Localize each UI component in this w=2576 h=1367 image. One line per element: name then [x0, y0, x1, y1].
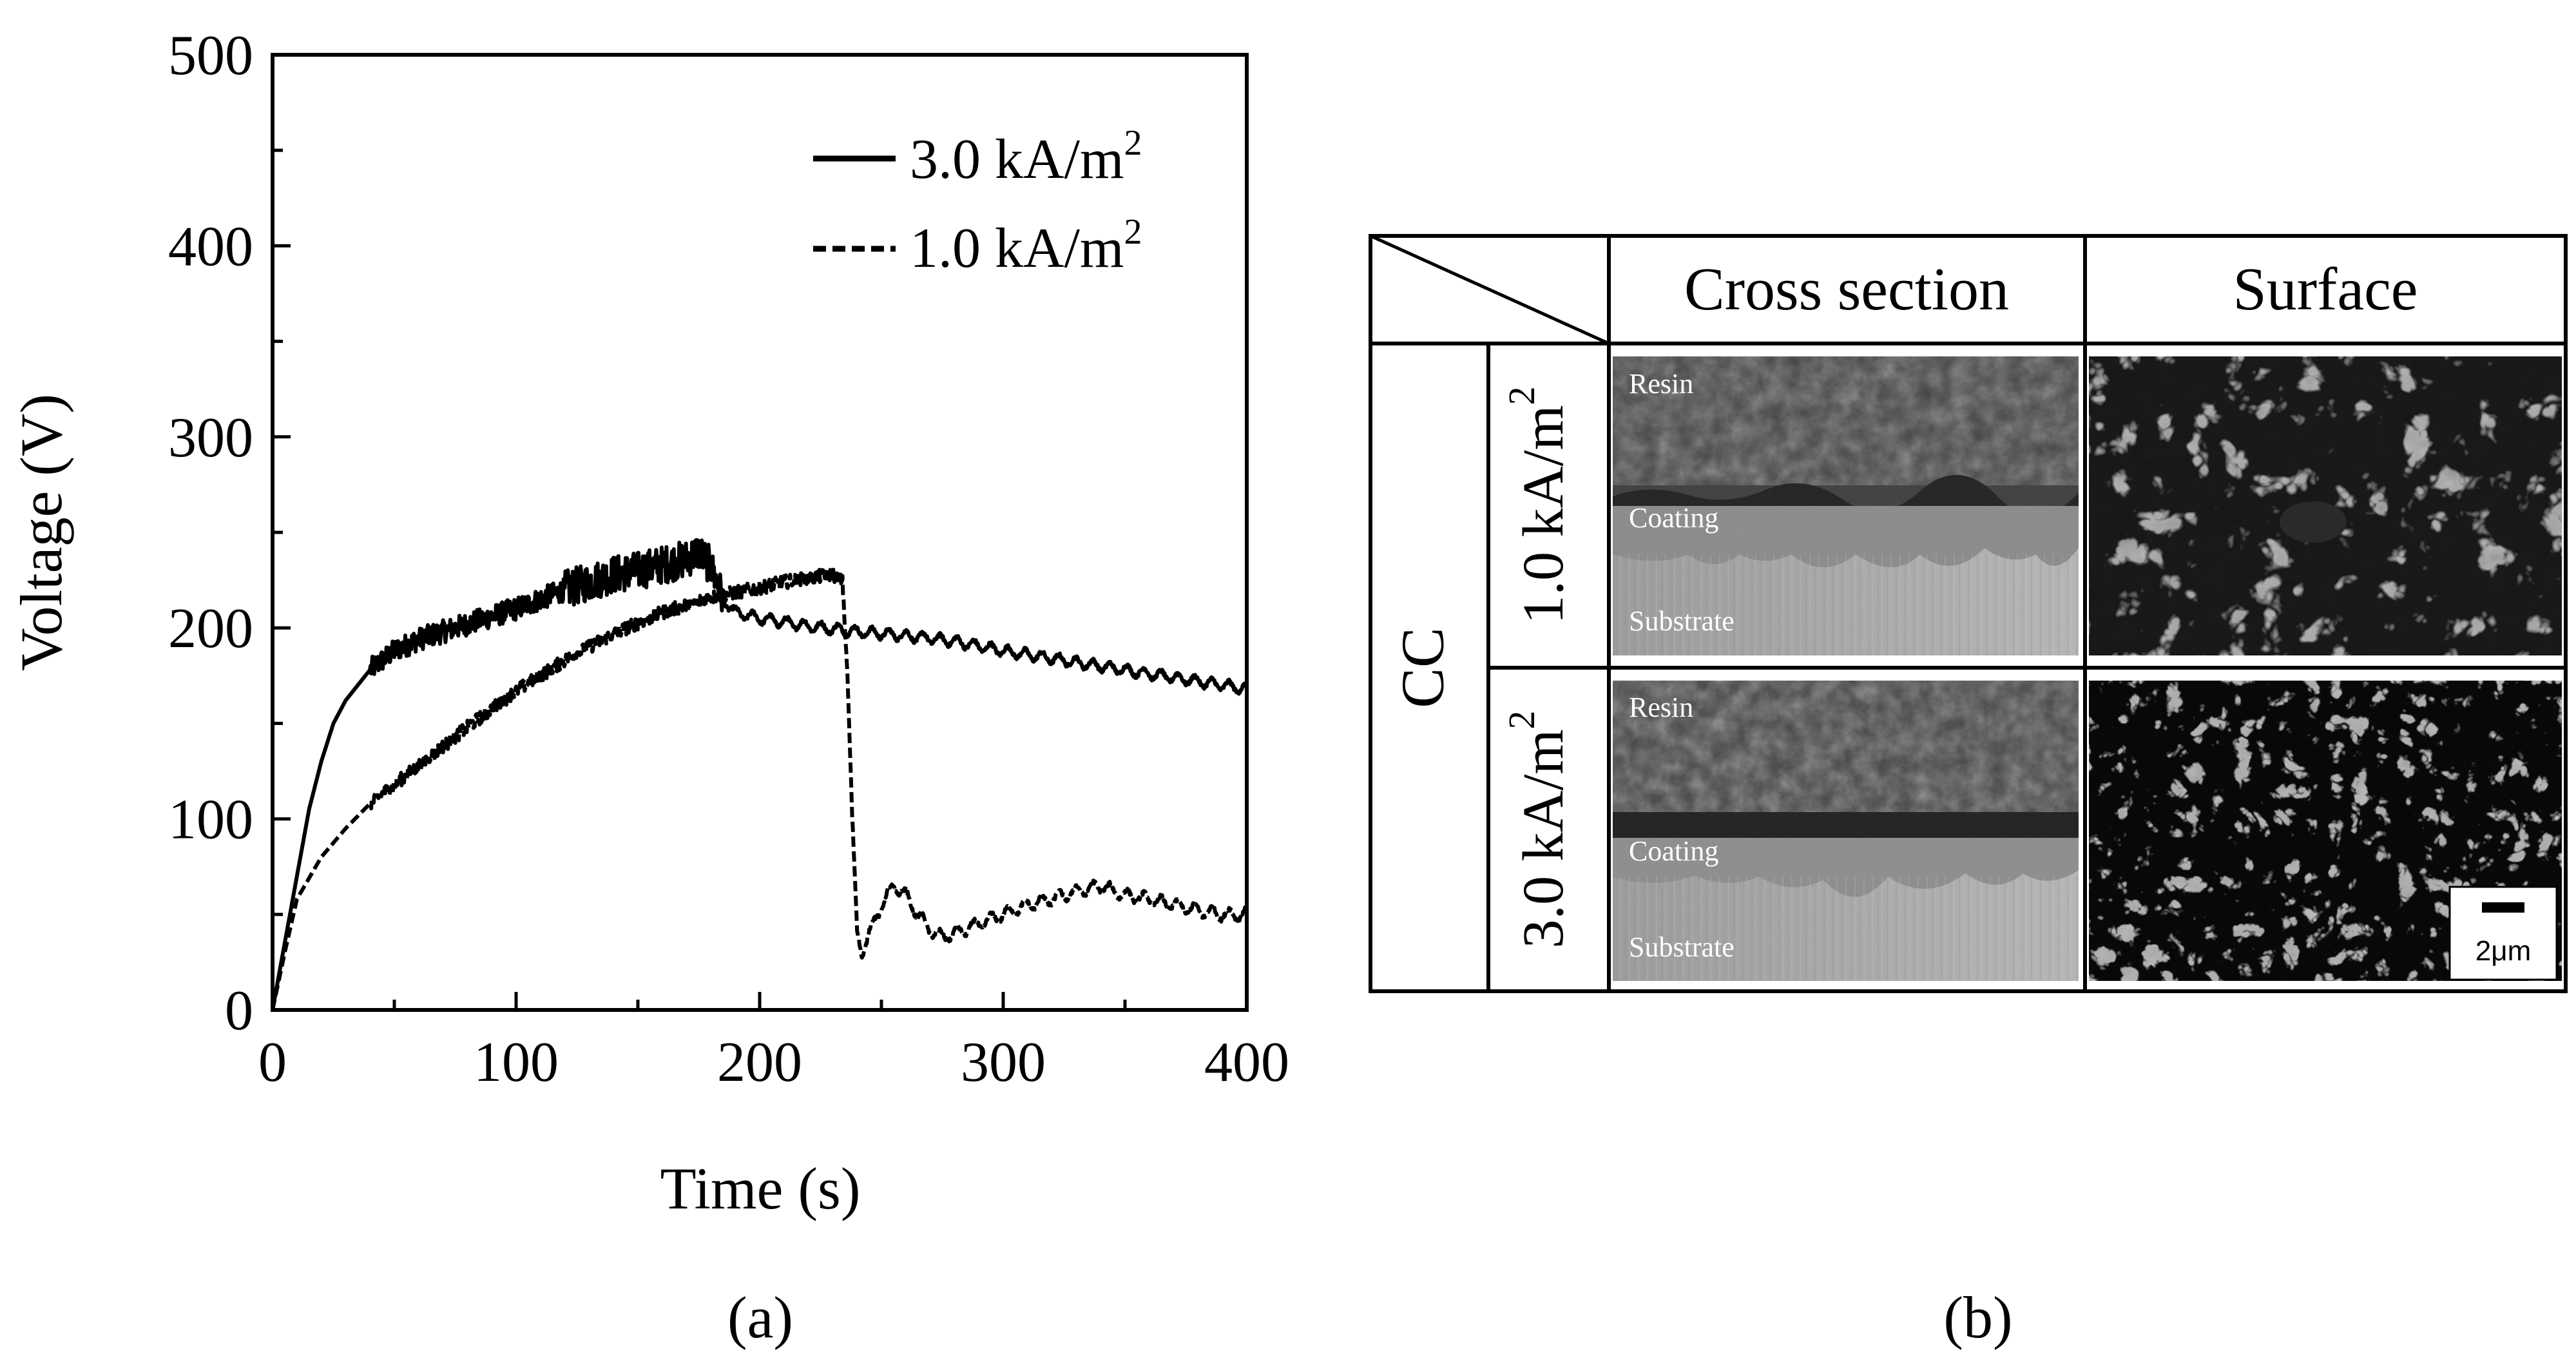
header-surface: Surface — [2233, 256, 2417, 323]
y-tick-label: 400 — [168, 215, 253, 278]
x-axis-ticks: 0 100 200 300 400 — [258, 992, 1289, 1094]
y-tick-label: 0 — [225, 980, 253, 1042]
x-tick-label: 200 — [717, 1031, 802, 1094]
series-line-1kA — [271, 567, 1249, 1011]
x-tick-label: 300 — [961, 1031, 1046, 1094]
y-axis-ticks: 0 100 200 300 400 500 — [168, 24, 291, 1042]
plot-frame — [271, 53, 1249, 1012]
row-label-1kA: 1.0 kA/m2 — [1501, 386, 1575, 624]
sem-surface-3kA: 2μm — [2089, 681, 2562, 981]
large-pore — [2280, 501, 2347, 543]
panel-b-label: (b) — [1943, 1285, 2012, 1350]
label-resin-3kA: Resin — [1629, 692, 1693, 723]
scale-bar-label: 2μm — [2475, 935, 2531, 967]
y-tick-label: 100 — [168, 789, 253, 851]
legend-label-1kA: 1.0 kA/m2 — [910, 212, 1142, 280]
label-coating-3kA: Coating — [1629, 835, 1718, 867]
table-frame — [1369, 234, 2568, 993]
y-axis-title: Voltage (V) — [8, 394, 74, 671]
group-label-cc: CC — [1390, 627, 1457, 708]
panel-a-label: (a) — [727, 1285, 793, 1350]
y-tick-label: 500 — [168, 24, 253, 87]
label-substrate-3kA: Substrate — [1629, 931, 1735, 963]
legend-label-3kA: 3.0 kA/m2 — [910, 123, 1142, 191]
scale-bar — [2482, 902, 2524, 913]
sem-surface-1kA — [2089, 356, 2562, 655]
row-label-3kA: 3.0 kA/m2 — [1501, 710, 1575, 948]
x-axis-title: Time (s) — [660, 1156, 861, 1221]
label-coating-1kA: Coating — [1629, 502, 1718, 534]
header-cross-section: Cross section — [1684, 256, 2009, 323]
sem-image-table: Cross section Surface CC 1.0 kA/m2 3.0 k… — [1369, 234, 2568, 1350]
voltage-time-chart: 0 100 200 300 400 500 0 100 200 300 400 Voltage (… — [8, 24, 1289, 1350]
x-tick-label: 100 — [474, 1031, 559, 1094]
x-tick-label: 400 — [1204, 1031, 1289, 1094]
sem-cross-section-3kA: Resin Coating Substrate — [1613, 681, 2079, 981]
series-line-3kA — [271, 538, 1249, 1011]
label-substrate-1kA: Substrate — [1629, 605, 1735, 637]
y-tick-label: 200 — [168, 597, 253, 660]
corner-diagonal — [1369, 234, 1610, 345]
sem-cross-section-1kA: Resin Coating Substrate — [1613, 356, 2079, 655]
series-layer — [271, 538, 1249, 1011]
label-resin-1kA: Resin — [1629, 368, 1693, 400]
x-tick-label: 0 — [258, 1031, 287, 1094]
legend: 3.0 kA/m2 1.0 kA/m2 — [813, 123, 1142, 280]
y-tick-label: 300 — [168, 407, 253, 469]
